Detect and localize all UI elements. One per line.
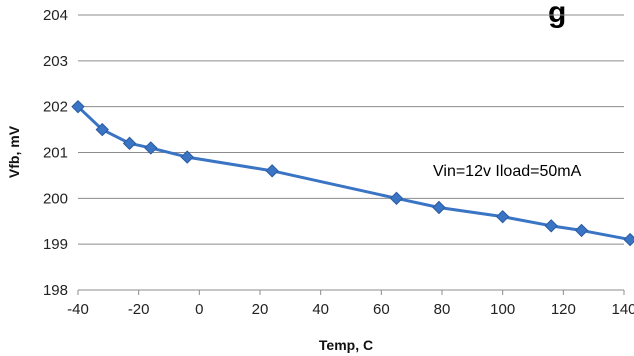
data-point-marker — [71, 99, 85, 114]
data-point-marker — [95, 122, 109, 137]
data-point-marker — [623, 232, 634, 247]
x-tick-label: -20 — [128, 301, 150, 318]
y-tick-label: 199 — [43, 236, 68, 253]
gridlines — [78, 14, 624, 291]
y-tick-labels: 198 199 200 201 202 203 204 — [43, 7, 68, 299]
series-group — [71, 99, 634, 247]
y-tick-label: 198 — [43, 282, 68, 299]
x-tick-label: 0 — [195, 301, 203, 318]
x-tick-label: 100 — [490, 301, 515, 318]
y-tick-label: 200 — [43, 190, 68, 207]
data-point-marker — [265, 164, 279, 178]
chart-annotation: Vin=12v Iload=50mA — [433, 163, 582, 180]
data-point-marker — [495, 209, 510, 224]
x-tick-label: 120 — [551, 301, 576, 318]
y-axis-title: Vfb, mV — [6, 125, 22, 178]
y-tick-label: 203 — [43, 53, 68, 70]
data-point-marker — [144, 141, 158, 155]
data-point-marker — [574, 223, 589, 238]
x-tick-label: 80 — [434, 301, 451, 318]
data-point-marker — [432, 200, 446, 215]
y-tick-label: 202 — [43, 99, 68, 116]
data-point-marker — [180, 150, 194, 164]
data-point-marker — [389, 191, 404, 206]
y-tick-label: 201 — [43, 145, 68, 162]
data-point-marker — [544, 219, 558, 233]
y-tick-label: 204 — [43, 7, 68, 24]
x-tick-label: 20 — [252, 301, 269, 318]
x-tick-label: 140 — [611, 301, 634, 318]
x-tick-label: 60 — [373, 301, 390, 318]
x-tick-labels: -40 -20 0 20 40 60 80 100 120 140 — [67, 301, 634, 318]
x-tick-label: -40 — [67, 301, 89, 318]
x-tick-label: 40 — [312, 301, 329, 318]
x-axis-title: Temp, C — [319, 337, 373, 353]
x-axis — [77, 289, 625, 295]
data-point-marker — [122, 136, 137, 151]
